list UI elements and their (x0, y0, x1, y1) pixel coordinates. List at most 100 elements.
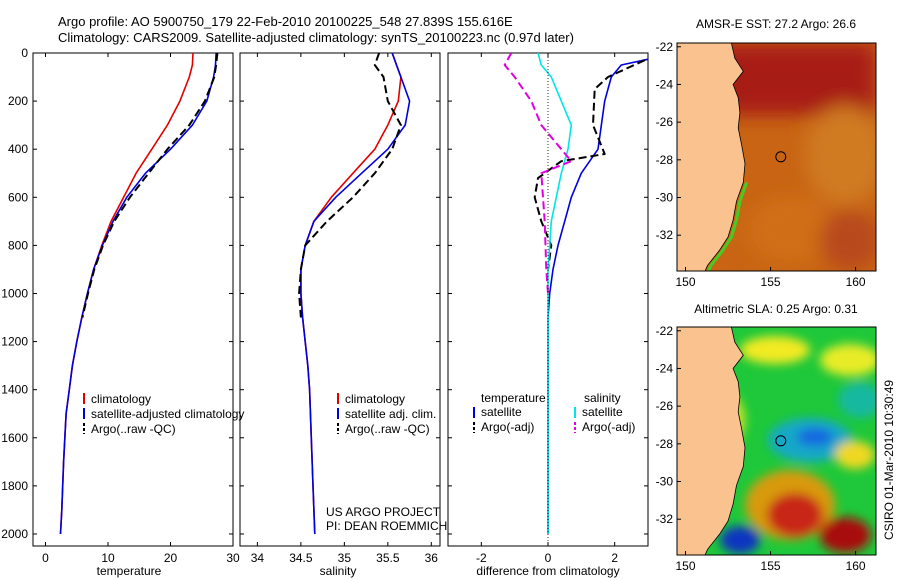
lat-tick-label: -28 (656, 153, 674, 167)
series-line-satellite-adjusted-climatology (59, 53, 217, 535)
salinity-legend: climatology satellite adj. clim. Argo(..… (337, 392, 436, 436)
sla-peak-south (767, 493, 823, 537)
series-line-climatology (59, 53, 194, 535)
y-tick-label: 0 (21, 46, 28, 60)
legend-header-temperature: temperature (481, 391, 546, 405)
y-tick-label: 1800 (1, 479, 28, 493)
x-tick-label: 34.5 (289, 551, 313, 565)
sla-high-north (740, 336, 810, 364)
y-tick-label: 400 (8, 142, 28, 156)
legend-label-temp-satellite: satellite (481, 405, 522, 419)
temperature-ticks: 0 10 20 30 0 200 400 600 800 1000 1200 1400 1600 1800… (1, 46, 240, 565)
series-line-salinity-satellite (537, 53, 573, 534)
series-line-satellite-adj-clim (300, 53, 411, 535)
lat-tick-label: -30 (656, 191, 674, 205)
sst-cool-south (745, 195, 835, 265)
lon-tick-label: 155 (761, 275, 781, 289)
x-tick-label: 0 (545, 551, 552, 565)
x-tick-label: 10 (101, 551, 115, 565)
pi-label: PI: DEAN ROEMMICH (326, 519, 447, 533)
salinity-ticks: 34 34.5 35 35.5 36 (240, 52, 440, 565)
sla-map-ticks: 150 155 160 -22 -24 -26 -28 -30 -32 (656, 324, 866, 573)
x-tick-label: 34 (251, 551, 265, 565)
sla-peak-southeast (819, 517, 871, 553)
sla-low-southwest (720, 526, 760, 554)
legend-label-climatology: climatology (345, 392, 405, 406)
temperature-axes (32, 52, 234, 547)
sst-map-ticks: 150 155 160 -22 -24 -26 -28 -30 -32 (656, 40, 866, 289)
lat-tick-label: -30 (656, 475, 674, 489)
lat-tick-label: -22 (656, 40, 674, 54)
sla-high-east (835, 441, 875, 469)
legend-label-argo: Argo(..raw -QC) (91, 422, 176, 436)
sla-low-core (797, 428, 833, 446)
sst-map-title: AMSR-E SST: 27.2 Argo: 26.6 (696, 17, 856, 31)
salinity-xlabel: salinity (320, 564, 357, 578)
x-tick-label: -2 (476, 551, 487, 565)
sst-shelf-band (706, 181, 749, 271)
salinity-series (298, 53, 411, 535)
sst-map-frame (676, 42, 877, 272)
header-line-2: Climatology: CARS2009. Satellite-adjuste… (58, 30, 574, 45)
legend-label-satellite: satellite-adjusted climatology (91, 407, 244, 421)
x-tick-label: 2 (611, 551, 618, 565)
sla-map-title: Altimetric SLA: 0.25 Argo: 0.31 (694, 302, 858, 316)
lat-tick-label: -28 (656, 437, 674, 451)
lat-tick-label: -32 (656, 228, 674, 242)
series-line-temperature-argo-adj (533, 59, 646, 270)
sla-high-northeast (820, 344, 876, 376)
lon-tick-label: 155 (761, 559, 781, 573)
legend-label-climatology: climatology (91, 392, 151, 406)
x-tick-label: 0 (42, 551, 49, 565)
sst-coastline (704, 43, 746, 271)
y-tick-label: 200 (8, 94, 28, 108)
sla-map-frame (676, 326, 877, 556)
legend-label-satellite: satellite adj. clim. (345, 407, 436, 421)
legend-header-salinity: salinity (584, 391, 621, 405)
y-tick-label: 1600 (1, 431, 28, 445)
series-line-temperature-satellite (547, 58, 648, 534)
difference-legend: temperature salinity satellite Argo(-adj… (473, 391, 635, 434)
series-line-argo-raw-qc (81, 53, 219, 318)
series-line-climatology (300, 53, 402, 535)
sla-map-image (677, 327, 876, 555)
sla-low-east (838, 382, 876, 418)
sst-land (677, 43, 745, 271)
y-tick-label: 600 (8, 190, 28, 204)
y-tick-label: 2000 (1, 527, 28, 541)
lat-tick-label: -26 (656, 115, 674, 129)
temperature-legend: climatology satellite-adjusted climatolo… (83, 392, 244, 436)
series-line-salinity-argo-adj (503, 53, 573, 294)
argo-location-marker (775, 435, 787, 447)
x-tick-label: 35 (338, 551, 352, 565)
y-tick-label: 1200 (1, 335, 28, 349)
salinity-axes (239, 52, 441, 547)
lon-tick-label: 150 (675, 275, 695, 289)
x-tick-label: 20 (164, 551, 178, 565)
difference-series (503, 53, 648, 534)
x-tick-label: 36 (425, 551, 439, 565)
y-tick-label: 800 (8, 238, 28, 252)
lon-tick-label: 160 (846, 275, 866, 289)
temperature-xlabel: temperature (97, 564, 162, 578)
y-tick-label: 1000 (1, 286, 28, 300)
legend-label-argo: Argo(..raw -QC) (345, 422, 430, 436)
sla-coastline (704, 327, 746, 555)
sst-cool-eddy (805, 105, 876, 205)
y-tick-label: 1400 (1, 383, 28, 397)
sst-warm-southeast (820, 210, 876, 270)
series-line-argo-raw-qc (298, 53, 402, 318)
legend-label-sal-argo: Argo(-adj) (582, 420, 635, 434)
sla-land (677, 327, 745, 555)
timestamp-label: CSIRO 01-Mar-2010 10:30:49 (882, 380, 896, 540)
x-tick-label: 35.5 (376, 551, 400, 565)
lat-tick-label: -24 (656, 77, 674, 91)
lat-tick-label: -22 (656, 324, 674, 338)
lat-tick-label: -24 (656, 361, 674, 375)
lat-tick-label: -26 (656, 399, 674, 413)
project-label: US ARGO PROJECT (326, 505, 441, 519)
legend-label-sal-satellite: satellite (582, 405, 623, 419)
lon-tick-label: 150 (675, 559, 695, 573)
temperature-series (59, 53, 219, 535)
